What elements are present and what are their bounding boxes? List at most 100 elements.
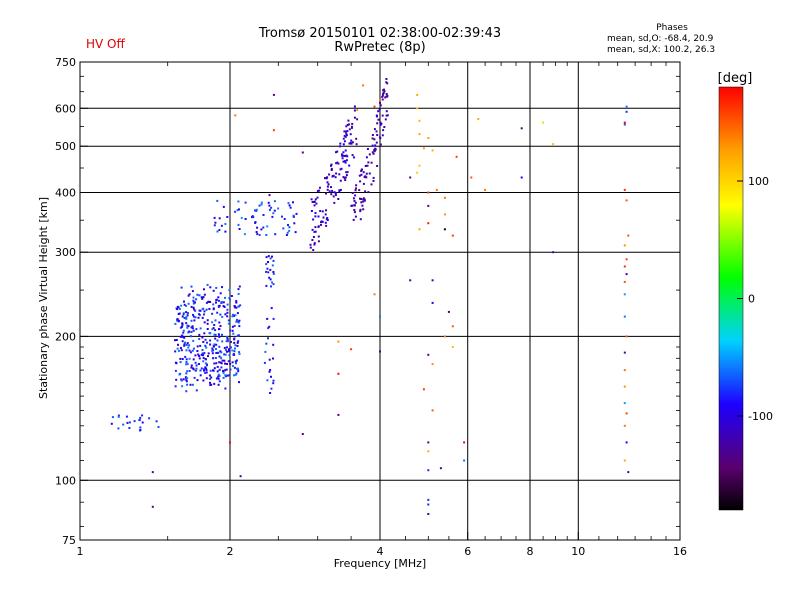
data-point: [218, 355, 221, 358]
data-point: [213, 382, 216, 385]
data-point: [198, 313, 201, 316]
data-point: [223, 353, 226, 356]
x-tick-label: 6: [464, 545, 471, 558]
data-point: [208, 308, 211, 310]
data-point: [237, 305, 240, 308]
data-point: [324, 177, 326, 180]
data-point: [255, 208, 258, 211]
data-point: [193, 319, 196, 322]
data-point: [221, 316, 224, 318]
data-point: [229, 298, 231, 301]
data-point: [213, 343, 216, 346]
data-point: [212, 307, 215, 310]
data-point: [344, 176, 347, 179]
data-point: [340, 167, 343, 170]
data-point: [192, 329, 195, 332]
data-point: [362, 198, 365, 201]
data-point: [186, 326, 189, 329]
data-point: [314, 230, 317, 233]
data-point: [342, 176, 345, 179]
data-point: [233, 374, 235, 377]
data-point: [233, 324, 236, 327]
data-point: [336, 150, 339, 153]
data-point: [233, 350, 236, 353]
data-point: [233, 338, 236, 341]
data-point: [352, 218, 355, 221]
data-point: [201, 349, 204, 351]
data-point: [301, 433, 304, 435]
data-point: [315, 202, 318, 205]
data-point: [237, 340, 240, 343]
data-point: [227, 322, 230, 325]
data-point: [381, 98, 384, 101]
data-point: [365, 176, 368, 179]
data-point: [353, 109, 356, 112]
data-point: [255, 231, 258, 233]
data-point: [418, 164, 421, 167]
data-point: [194, 361, 197, 364]
data-point: [288, 229, 291, 232]
data-point: [220, 224, 223, 227]
data-point: [196, 350, 199, 352]
data-point: [354, 194, 357, 197]
data-point: [334, 192, 337, 195]
data-point: [359, 210, 362, 213]
data-point: [190, 331, 193, 333]
data-point: [210, 376, 213, 379]
data-point: [330, 167, 333, 170]
data-point: [176, 308, 179, 311]
data-point: [271, 264, 274, 267]
data-point: [251, 216, 253, 219]
data-point: [330, 164, 332, 167]
data-point: [216, 370, 219, 373]
data-point: [235, 362, 237, 365]
data-point: [348, 142, 351, 145]
data-point: [234, 373, 237, 376]
data-point: [196, 293, 199, 296]
data-point: [270, 206, 273, 209]
data-point: [181, 324, 184, 327]
data-point: [206, 341, 208, 344]
data-point: [324, 221, 327, 224]
data-point: [265, 342, 268, 345]
data-point: [151, 505, 154, 508]
data-point: [179, 326, 182, 329]
data-point: [128, 427, 131, 429]
data-point: [385, 95, 388, 98]
data-point: [192, 313, 194, 316]
data-point: [186, 312, 189, 315]
data-point: [213, 224, 216, 227]
data-point: [238, 319, 241, 322]
data-point: [226, 311, 229, 314]
data-point: [265, 284, 268, 287]
data-point: [184, 355, 187, 358]
data-point: [254, 221, 257, 224]
data-point: [216, 339, 219, 342]
data-point: [267, 327, 270, 330]
data-point: [218, 229, 221, 231]
data-point: [383, 126, 386, 128]
data-point: [226, 303, 229, 306]
data-point: [199, 327, 202, 330]
data-point: [213, 324, 216, 326]
data-point: [371, 151, 374, 154]
data-point: [205, 308, 208, 311]
data-point: [182, 378, 185, 381]
data-point: [319, 186, 321, 189]
data-point: [185, 372, 188, 375]
data-point: [206, 319, 209, 322]
data-point: [214, 357, 217, 359]
data-point: [340, 153, 343, 156]
data-point: [627, 471, 630, 474]
data-point: [226, 337, 229, 340]
data-point: [211, 349, 214, 352]
data-point: [190, 366, 193, 369]
data-point: [260, 201, 263, 204]
data-point: [355, 137, 358, 140]
data-point: [208, 374, 211, 377]
data-point: [224, 353, 227, 356]
data-point: [292, 201, 294, 204]
data-point: [623, 188, 626, 191]
data-point: [189, 335, 192, 338]
data-point: [623, 244, 626, 247]
